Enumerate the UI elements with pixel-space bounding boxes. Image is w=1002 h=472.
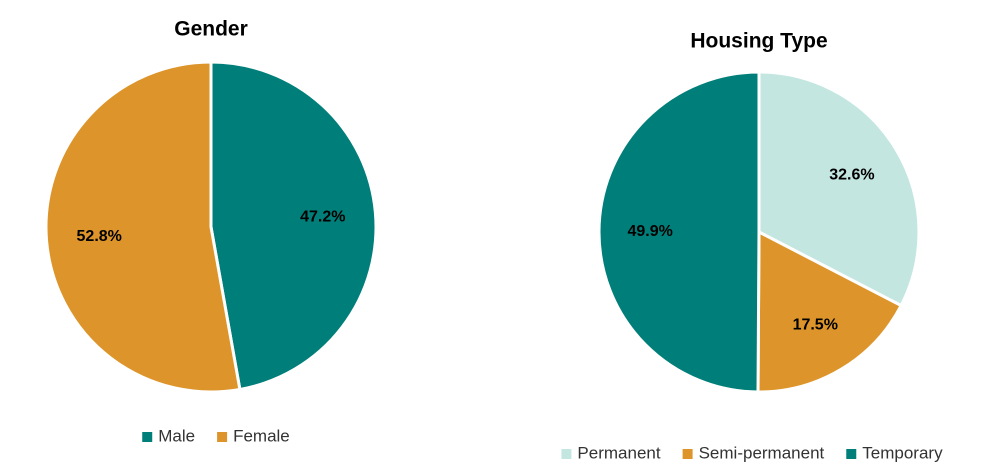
data-label: 52.8% xyxy=(77,228,122,245)
legend-label: Male xyxy=(158,426,195,445)
legend-swatch xyxy=(142,432,153,442)
pie-slice xyxy=(44,60,242,394)
legend-label: Female xyxy=(233,426,290,445)
legend-label: Temporary xyxy=(862,443,943,462)
pie-slice xyxy=(209,60,378,392)
legend-swatch xyxy=(561,449,572,459)
legend-swatch xyxy=(846,449,857,459)
legend-label: Permanent xyxy=(577,443,660,462)
pie-slice xyxy=(757,70,921,308)
data-label: 49.9% xyxy=(628,223,673,240)
chart-title: Gender xyxy=(174,18,248,41)
pie-slice xyxy=(756,229,904,394)
data-label: 32.6% xyxy=(829,167,874,184)
legend-swatch xyxy=(682,449,693,459)
data-label: 47.2% xyxy=(300,208,345,225)
legend-swatch xyxy=(217,432,228,442)
chart-title: Housing Type xyxy=(690,30,827,53)
data-label: 17.5% xyxy=(793,316,838,333)
pie-slice xyxy=(597,70,761,394)
legend-label: Semi-permanent xyxy=(699,443,825,462)
